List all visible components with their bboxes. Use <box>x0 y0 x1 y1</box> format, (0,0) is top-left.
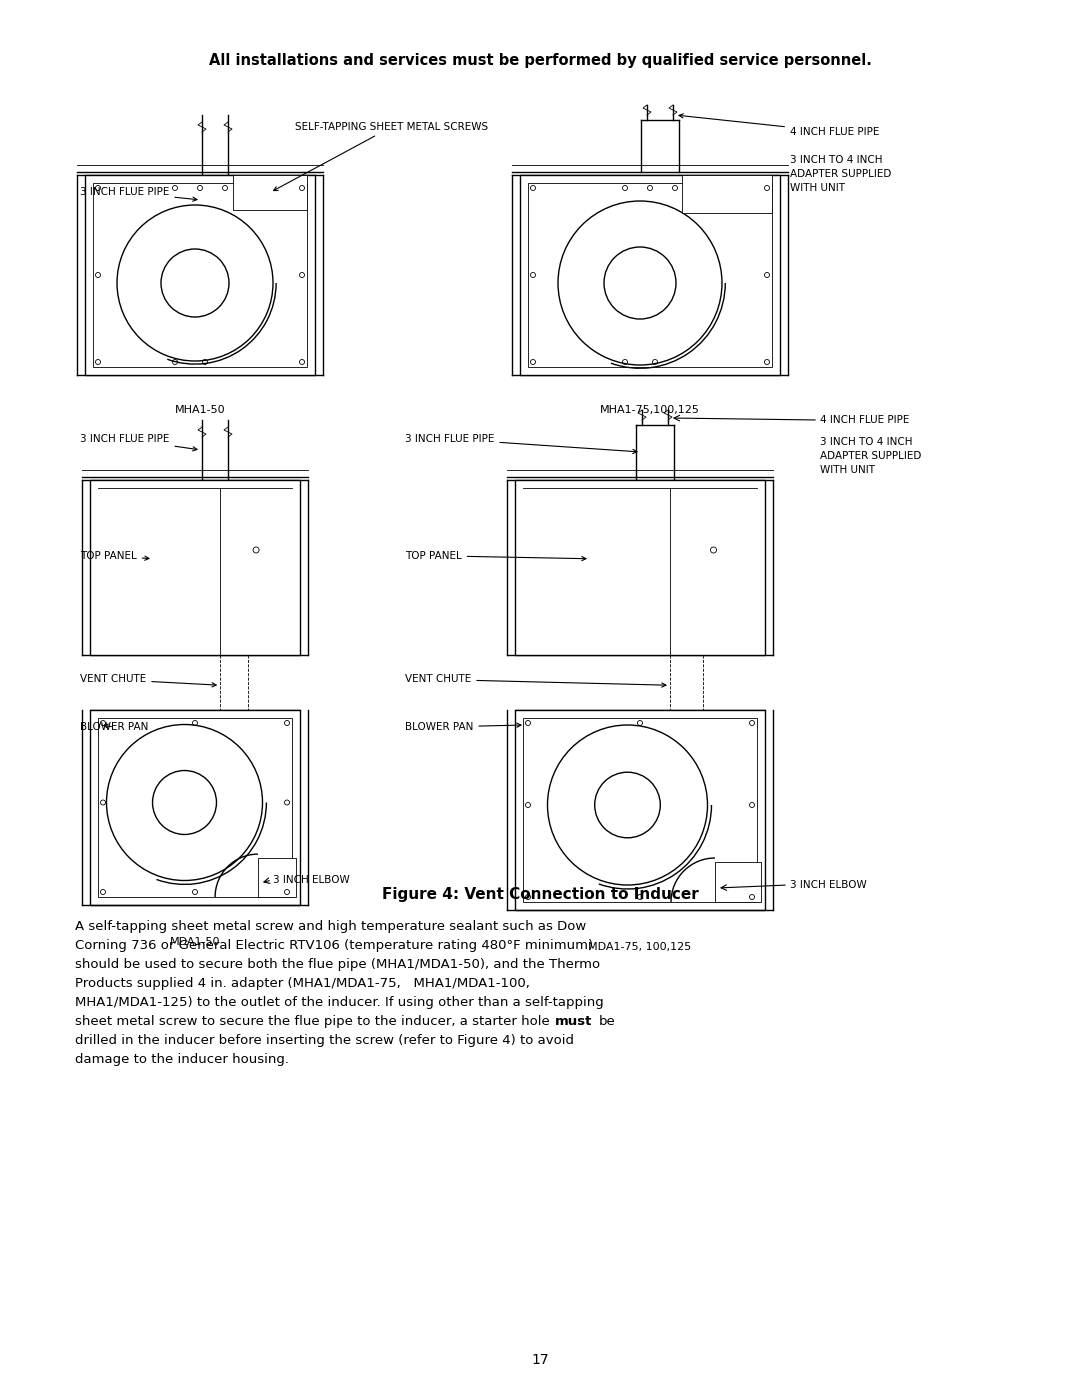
Text: 3 INCH FLUE PIPE: 3 INCH FLUE PIPE <box>80 434 197 451</box>
Text: 3 INCH ELBOW: 3 INCH ELBOW <box>273 875 350 886</box>
Text: must: must <box>555 1016 592 1028</box>
Text: 3 INCH ELBOW: 3 INCH ELBOW <box>789 880 867 890</box>
Bar <box>258 858 296 897</box>
Text: Figure 4: Vent Connection to Inducer: Figure 4: Vent Connection to Inducer <box>381 887 699 902</box>
Bar <box>528 183 772 367</box>
Text: 3 INCH FLUE PIPE: 3 INCH FLUE PIPE <box>80 187 197 201</box>
Bar <box>681 175 772 212</box>
Bar <box>90 481 300 655</box>
Text: 17: 17 <box>531 1354 549 1368</box>
Bar <box>519 175 780 374</box>
Text: damage to the inducer housing.: damage to the inducer housing. <box>75 1053 289 1066</box>
Text: be: be <box>599 1016 616 1028</box>
Text: 4 INCH FLUE PIPE: 4 INCH FLUE PIPE <box>679 113 879 137</box>
Text: TOP PANEL: TOP PANEL <box>80 550 149 560</box>
Text: MHA1/MDA1-125) to the outlet of the inducer. If using other than a self-tapping: MHA1/MDA1-125) to the outlet of the indu… <box>75 996 604 1009</box>
Text: VENT CHUTE: VENT CHUTE <box>80 675 216 687</box>
Text: A self-tapping sheet metal screw and high temperature sealant such as Dow: A self-tapping sheet metal screw and hig… <box>75 921 586 933</box>
Text: 3 INCH FLUE PIPE: 3 INCH FLUE PIPE <box>405 434 637 454</box>
Text: All installations and services must be performed by qualified service personnel.: All installations and services must be p… <box>208 53 872 67</box>
Text: sheet metal screw to secure the flue pipe to the inducer, a starter hole: sheet metal screw to secure the flue pip… <box>75 1016 554 1028</box>
Text: Corning 736 or General Electric RTV106 (temperature rating 480°F minimum): Corning 736 or General Electric RTV106 (… <box>75 939 593 951</box>
Bar <box>515 481 765 655</box>
Text: MHA1-50: MHA1-50 <box>175 405 226 415</box>
Text: 4 INCH FLUE PIPE: 4 INCH FLUE PIPE <box>820 415 909 425</box>
Text: MDA1-75, 100,125: MDA1-75, 100,125 <box>589 942 691 951</box>
Text: should be used to secure both the flue pipe (MHA1/MDA1-50), and the Thermo: should be used to secure both the flue p… <box>75 958 600 971</box>
Bar <box>90 710 300 905</box>
Text: drilled in the inducer before inserting the screw (refer to Figure 4) to avoid: drilled in the inducer before inserting … <box>75 1034 573 1046</box>
Text: TOP PANEL: TOP PANEL <box>405 550 586 560</box>
Text: VENT CHUTE: VENT CHUTE <box>405 675 666 687</box>
Text: Products supplied 4 in. adapter (MHA1/MDA1-75,   MHA1/MDA1-100,: Products supplied 4 in. adapter (MHA1/MD… <box>75 977 530 990</box>
Bar <box>85 175 315 374</box>
Bar <box>523 718 757 902</box>
Bar <box>93 183 307 367</box>
Bar <box>515 710 765 909</box>
Bar <box>715 862 761 902</box>
Text: BLOWER PAN: BLOWER PAN <box>405 722 521 732</box>
Text: MDA1-50: MDA1-50 <box>170 937 220 947</box>
Text: SELF-TAPPING SHEET METAL SCREWS: SELF-TAPPING SHEET METAL SCREWS <box>273 122 488 190</box>
Text: BLOWER PAN: BLOWER PAN <box>80 722 148 732</box>
Bar <box>233 175 307 210</box>
Bar <box>98 718 292 897</box>
Text: MHA1-75,100,125: MHA1-75,100,125 <box>600 405 700 415</box>
Text: 3 INCH TO 4 INCH
ADAPTER SUPPLIED
WITH UNIT: 3 INCH TO 4 INCH ADAPTER SUPPLIED WITH U… <box>820 437 921 475</box>
Text: 3 INCH TO 4 INCH
ADAPTER SUPPLIED
WITH UNIT: 3 INCH TO 4 INCH ADAPTER SUPPLIED WITH U… <box>789 155 891 193</box>
